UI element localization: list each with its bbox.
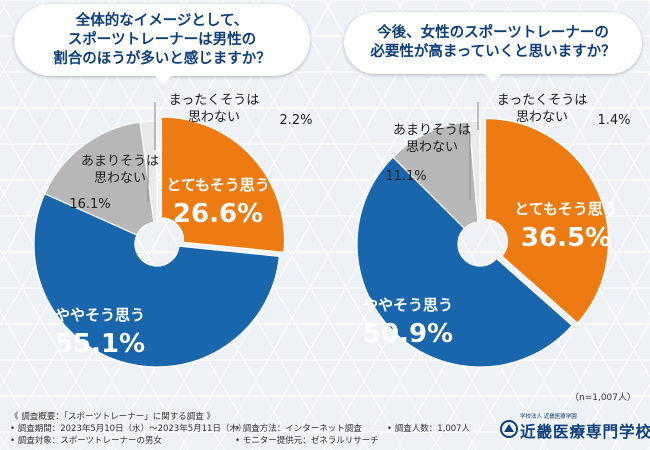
question-bubble-2: 今後、女性のスポーツトレーナーの 必要性が高まっていくと思いますか？	[344, 12, 642, 83]
question-2-line-2: 必要性が高まっていくと思いますか？	[370, 44, 616, 60]
footer-provider: • モニター提供元：ゼネラルリサーチ	[235, 436, 379, 446]
slice-category-label: 思わない	[188, 110, 240, 125]
footer-title: 《 調査概要：「スポーツトレーナー」に関する調査 》	[10, 412, 215, 422]
school-logo: 学校法人 近畿医療学園 近畿医療専門学校	[500, 412, 650, 448]
question-bubble-1: 全体的なイメージとして、 スポーツトレーナーは男性の 割合のほうが多いと感じます…	[14, 4, 310, 85]
slice-category-label: まったくそうは	[497, 93, 587, 108]
slice-value-label: 1.4%	[597, 113, 630, 128]
slice-category-label: ややそう思う	[55, 306, 145, 324]
footer-period: • 調査期間：2023年5月10日（水）～2023年5月11日（木）	[10, 424, 247, 434]
slice-value-label: 55.1%	[55, 329, 145, 359]
slice-category-label: とてもそう思う	[166, 176, 270, 194]
slice-value-label: 50.9%	[363, 319, 453, 349]
pie-slice	[468, 120, 481, 223]
slice-value-label: 2.2%	[279, 113, 312, 128]
sample-size: （n=1,007人）	[569, 393, 636, 403]
pie-slice	[356, 156, 573, 368]
logo-name: 近畿医療専門学校	[520, 423, 650, 441]
logo-mark-icon	[500, 420, 518, 438]
slice-value-label: 11.1%	[385, 169, 426, 184]
pie-slice	[33, 192, 281, 368]
slice-category-label: 思わない	[94, 171, 146, 186]
slice-value-label: 36.5%	[521, 223, 611, 253]
question-1-line-1: 全体的なイメージとして、	[75, 12, 249, 29]
slice-category-label: あまりそうは	[81, 154, 159, 169]
slice-category-label: あまりそうは	[393, 123, 471, 138]
bubble-tail	[154, 75, 172, 85]
pie-slice	[160, 116, 286, 253]
slice-category-label: 思わない	[406, 140, 458, 155]
question-1-line-3: 割合のほうが多いと感じますか？	[53, 50, 271, 67]
bubble-tail	[484, 73, 502, 83]
slice-value-label: 26.6%	[173, 199, 263, 229]
slice-value-label: 16.1%	[69, 197, 110, 212]
logo-subtitle: 学校法人 近畿医療学園	[520, 414, 577, 420]
question-1-line-2: スポーツトレーナーは男性の	[67, 31, 257, 48]
pie-slice	[392, 120, 479, 230]
pie-slice	[484, 117, 610, 324]
footer-method: • 調査方法：インターネット調査	[235, 424, 362, 434]
slice-category-label: まったくそうは	[169, 93, 259, 108]
slice-category-label: とてもそう思う	[514, 200, 618, 218]
slice-category-label: 思わない	[516, 110, 568, 125]
question-2-line-1: 今後、女性のスポーツトレーナーの	[377, 25, 609, 41]
pie-slice	[43, 121, 155, 236]
footer-target: • 調査対象：スポーツトレーナーの男女	[10, 436, 163, 446]
pie-slice	[139, 120, 158, 223]
slice-category-label: ややそう思う	[363, 296, 453, 314]
footer-count: • 調査人数：1,007人	[387, 424, 471, 434]
